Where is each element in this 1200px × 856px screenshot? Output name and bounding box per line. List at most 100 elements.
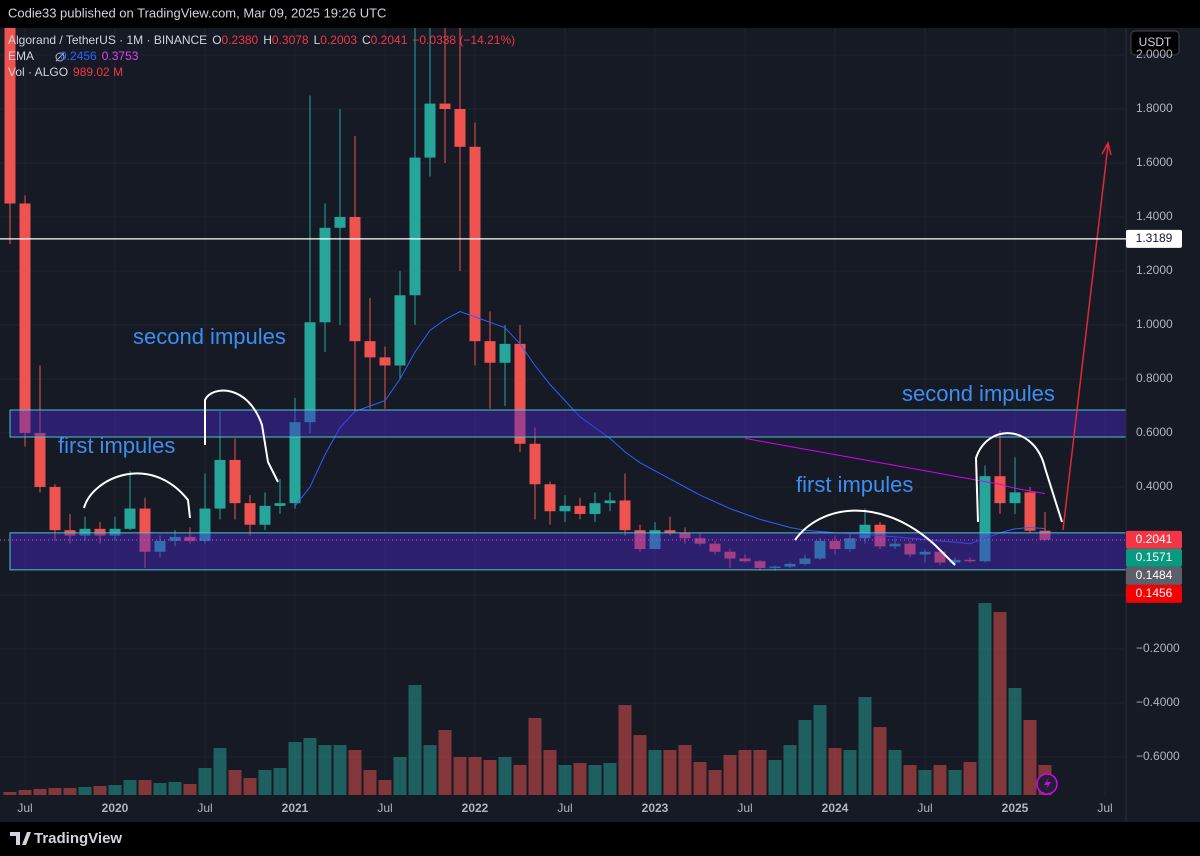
- volume-bar: [273, 768, 287, 795]
- volume-bar: [408, 685, 422, 795]
- candle-body: [319, 227, 331, 323]
- candle-body: [724, 551, 736, 559]
- volume-bar: [918, 770, 932, 795]
- volume-bar: [123, 780, 137, 795]
- volume-bar: [768, 760, 782, 795]
- legend-item: Vol · ALGO: [8, 65, 68, 79]
- candle-body: [334, 216, 346, 228]
- y-tick-label: −0.2000: [1136, 641, 1180, 655]
- candle-body: [949, 559, 961, 563]
- volume-bar: [438, 730, 452, 795]
- currency-box[interactable]: [1130, 30, 1180, 56]
- volume-bar: [108, 785, 122, 795]
- candle-body: [619, 500, 631, 531]
- legend-item: 0.2380: [222, 33, 259, 47]
- currency: USDT: [1139, 35, 1172, 49]
- candle-body: [139, 508, 151, 552]
- volume-bar: [318, 745, 332, 795]
- candle-body: [49, 486, 61, 531]
- y-tick-label: 1.4000: [1136, 209, 1173, 223]
- candle-body: [94, 528, 106, 536]
- candle-body: [694, 538, 706, 544]
- y-tick-label: 0.4000: [1136, 479, 1173, 493]
- published-line: Codie33 published on TradingView.com, Ma…: [8, 5, 386, 20]
- legend-line: Algorand / TetherUS · 1M · BINANCE O0.238…: [8, 33, 515, 47]
- volume-bar: [933, 765, 947, 795]
- x-tick-label: Jul: [377, 801, 392, 815]
- volume-bar: [648, 750, 662, 795]
- volume-bar: [153, 783, 167, 795]
- legend-item: 989.02 M: [73, 65, 123, 79]
- y-tick-label: 1.2000: [1136, 263, 1173, 277]
- candle-body: [754, 561, 766, 568]
- volume-bar: [138, 780, 152, 795]
- volume-bar: [558, 765, 572, 795]
- x-tick-label: Jul: [737, 801, 752, 815]
- volume-bar: [738, 750, 752, 795]
- candle-body: [394, 295, 406, 366]
- candle-body: [244, 503, 256, 525]
- candle-body: [739, 558, 751, 562]
- price-tag: [1126, 584, 1182, 603]
- volume-bar: [453, 757, 467, 795]
- volume-bar: [48, 788, 62, 795]
- volume-bar: [393, 757, 407, 795]
- candle-body: [259, 505, 271, 525]
- candle-body: [304, 322, 316, 423]
- candle-body: [529, 443, 541, 485]
- volume-bar: [78, 787, 92, 795]
- volume-bar: [93, 786, 107, 795]
- x-tick-label: 2020: [102, 801, 129, 815]
- x-tick-label: 2025: [1002, 801, 1029, 815]
- y-tick-label: −0.6000: [1136, 749, 1180, 763]
- candle-body: [679, 532, 691, 539]
- annotation-strokes: [83, 389, 1063, 566]
- candle-body: [904, 543, 916, 555]
- volume-bar: [303, 738, 317, 795]
- x-tick-label: 2023: [642, 801, 669, 815]
- legend-item: 0.2041: [371, 33, 408, 47]
- volume-bar: [948, 770, 962, 795]
- volume-bar: [783, 745, 797, 795]
- arrow-line: [1062, 144, 1109, 531]
- arrow-head: [1101, 140, 1112, 156]
- volume-bar: [228, 770, 242, 795]
- y-tick-label: 1.8000: [1136, 101, 1173, 115]
- volume-bar: [363, 770, 377, 795]
- x-tick-label: Jul: [557, 801, 572, 815]
- volume-bar: [513, 765, 527, 795]
- y-tick-label: −0.4000: [1136, 695, 1180, 709]
- candle-body: [889, 543, 901, 547]
- x-tick-label: 2024: [822, 801, 849, 815]
- candle-body: [1024, 492, 1036, 531]
- volume-bar: [693, 762, 707, 795]
- volume-bar: [168, 782, 182, 795]
- candle-body: [484, 341, 496, 363]
- candle-body: [994, 476, 1006, 504]
- volume-bar: [348, 750, 362, 795]
- ema-line: [744, 437, 1046, 495]
- candle-body: [289, 422, 301, 504]
- volume-bar: [858, 697, 872, 795]
- volume-bar: [18, 790, 32, 795]
- annotation: second impules: [902, 381, 1055, 406]
- brand: TradingView: [34, 830, 122, 847]
- legend-line: EMA 0.2456 0.3753: [8, 49, 139, 63]
- volume-bar: [828, 748, 842, 795]
- candle-body: [859, 524, 871, 539]
- candle-body: [1009, 492, 1021, 504]
- candle-body: [769, 566, 781, 568]
- x-tick-label: Jul: [17, 801, 32, 815]
- brand-logo: [10, 832, 31, 845]
- volume-bar: [183, 784, 197, 795]
- volume-bar: [633, 735, 647, 795]
- arc: [204, 389, 279, 483]
- candle-body: [454, 108, 466, 147]
- volume-bar: [258, 770, 272, 795]
- candle-body: [424, 103, 436, 158]
- volume-bar: [288, 742, 302, 795]
- ema-line: [294, 310, 1046, 545]
- legend-line: Vol · ALGO 989.02 M: [8, 65, 123, 79]
